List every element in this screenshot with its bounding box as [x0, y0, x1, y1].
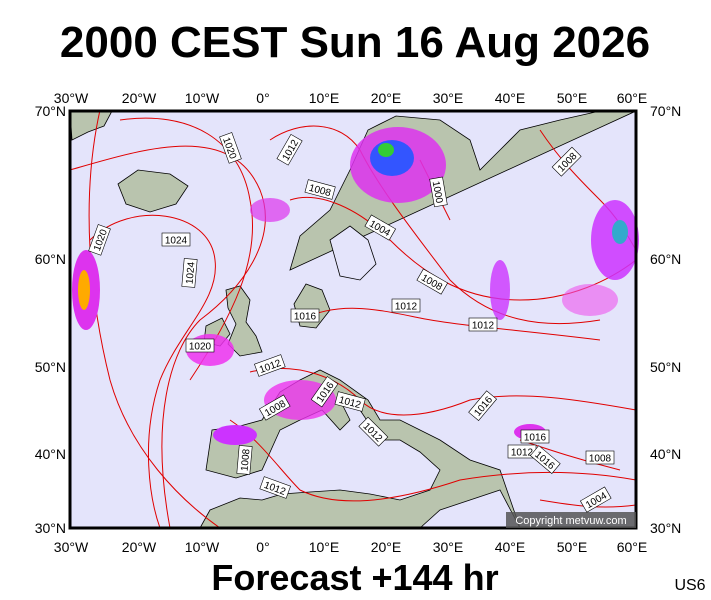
- isobar-tag-box: [468, 317, 498, 332]
- isobar-label: 1008: [240, 448, 253, 472]
- lat-label-left: 50°N: [35, 359, 66, 375]
- copyright: Copyright metvuw.com: [515, 515, 626, 527]
- lon-label-bottom: 10°E: [309, 539, 340, 555]
- isobar-tag-box: [185, 338, 215, 353]
- isobar-label: 1020: [189, 342, 212, 353]
- isobar-tag: 1008: [585, 450, 615, 465]
- isobar-tag: 1024: [161, 232, 191, 247]
- isobar-tag-box: [219, 132, 242, 164]
- lon-label-top: 20°W: [122, 90, 157, 106]
- isobar-tag-box: [529, 445, 561, 475]
- lat-label-left: 70°N: [35, 103, 66, 119]
- isobar-tag-box: [364, 214, 397, 241]
- isobar-tag-box: [304, 179, 336, 200]
- isobar-tag: 1016: [520, 429, 550, 444]
- isobars: [69, 109, 637, 529]
- isobar-label: 1012: [472, 321, 495, 332]
- isobar-label: 1016: [524, 433, 547, 444]
- lon-label-bottom: 20°E: [371, 539, 402, 555]
- lon-label-top: 30°E: [433, 90, 464, 106]
- copyright-box: [506, 512, 636, 528]
- isobar-tag-box: [161, 232, 191, 247]
- isobar-tag: 1016: [290, 308, 320, 323]
- isobar-tag: 1000: [429, 176, 448, 208]
- isobar-tag: 1024: [181, 258, 198, 288]
- lat-label-right: 70°N: [650, 103, 681, 119]
- model-code: US6: [674, 577, 705, 594]
- lon-label-bottom: 30°W: [54, 539, 89, 555]
- isobar-tag-box: [358, 416, 389, 447]
- lat-label-left: 40°N: [35, 446, 66, 462]
- isobar-label: 1008: [589, 454, 612, 465]
- isobar-label: 1016: [294, 312, 317, 323]
- isobar-tag: 1008: [304, 179, 336, 200]
- map-frame: [68, 109, 638, 530]
- isobar-tag-box: [88, 224, 111, 256]
- lon-label-top: 10°W: [185, 90, 220, 106]
- lon-label-top: 50°E: [557, 90, 588, 106]
- isobar-tag-box: [416, 268, 449, 295]
- lat-label-right: 60°N: [650, 251, 681, 267]
- map-title: 2000 CEST Sun 16 Aug 2026: [60, 18, 650, 67]
- isobar-tag-box: [551, 146, 582, 177]
- lon-label-top: 60°E: [617, 90, 648, 106]
- lon-label-top: 40°E: [495, 90, 526, 106]
- lat-label-right: 30°N: [650, 520, 681, 536]
- lon-label-bottom: 40°E: [495, 539, 526, 555]
- isobar-tag-box: [259, 476, 291, 499]
- isobar-tag-box: [236, 445, 253, 475]
- isobar-tag: 1020: [185, 338, 215, 353]
- isobar-label: 1012: [395, 302, 418, 313]
- isobar-tag-box: [258, 394, 291, 421]
- lon-label-bottom: 60°E: [617, 539, 648, 555]
- isobar-tag-box: [254, 354, 286, 377]
- labels: 30°W 30°W 20°W 20°W 10°W 10°W 0° 0° 10°E 10°E 20°E…: [35, 90, 682, 555]
- isobar-label: 1024: [185, 261, 198, 285]
- isobar-tag-box: [276, 133, 303, 166]
- isobar-tag: 1012: [391, 298, 421, 313]
- lon-label-bottom: 0°: [256, 539, 269, 555]
- isobar-tag-box: [579, 486, 612, 513]
- isobar-tag-box: [585, 450, 615, 465]
- isobar-tag: 1008: [236, 445, 253, 475]
- isobar-tag-box: [520, 429, 550, 444]
- lon-label-bottom: 50°E: [557, 539, 588, 555]
- lon-label-bottom: 30°E: [433, 539, 464, 555]
- isobar-label: 1000: [430, 180, 445, 204]
- lon-label-top: 10°E: [309, 90, 340, 106]
- isobar-tag-box: [391, 298, 421, 313]
- isobar-tag-box: [290, 308, 320, 323]
- forecast-label: Forecast +144 hr: [211, 557, 498, 598]
- isobar-tag-box: [468, 390, 498, 422]
- isobar-tag-box: [181, 258, 198, 288]
- isobar-tag-box: [429, 176, 448, 208]
- isobar-tag-box: [334, 391, 366, 412]
- lon-label-top: 20°E: [371, 90, 402, 106]
- lon-label-bottom: 20°W: [122, 539, 157, 555]
- isobar-label: 1012: [511, 448, 534, 459]
- isobar-tag: 1012: [468, 317, 498, 332]
- lat-label-left: 30°N: [35, 520, 66, 536]
- lat-label-right: 40°N: [650, 446, 681, 462]
- isobar-tag-box: [310, 376, 339, 408]
- lon-label-top: 30°W: [54, 90, 89, 106]
- isobar-label: 1024: [165, 236, 188, 247]
- isobar-tag: 1012: [507, 444, 537, 459]
- lon-label-top: 0°: [256, 90, 269, 106]
- lon-label-bottom: 10°W: [185, 539, 220, 555]
- lat-label-right: 50°N: [650, 359, 681, 375]
- lat-label-left: 60°N: [35, 251, 66, 267]
